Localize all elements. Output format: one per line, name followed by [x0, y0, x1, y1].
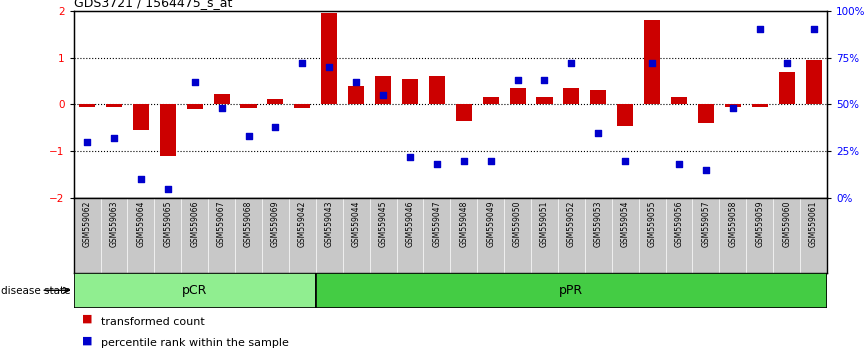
Bar: [536, 97, 553, 104]
Bar: [214, 94, 229, 104]
Point: [565, 60, 578, 66]
Point: [645, 60, 659, 66]
Text: GSM559057: GSM559057: [701, 200, 710, 247]
Point: [699, 167, 713, 173]
Text: ■: ■: [82, 335, 93, 346]
Bar: [779, 72, 795, 104]
Point: [430, 162, 443, 167]
Bar: [644, 20, 660, 104]
Point: [134, 177, 148, 182]
Bar: [187, 104, 203, 109]
Point: [591, 130, 605, 136]
Bar: [402, 79, 418, 104]
Text: GSM559052: GSM559052: [567, 200, 576, 247]
Point: [188, 79, 202, 85]
Bar: [74, 273, 316, 308]
Point: [376, 92, 390, 98]
Text: GSM559049: GSM559049: [486, 200, 495, 247]
Bar: [698, 104, 714, 123]
Point: [81, 139, 94, 145]
Text: GSM559043: GSM559043: [325, 200, 333, 247]
Bar: [294, 104, 310, 108]
Point: [672, 162, 686, 167]
Bar: [268, 99, 283, 104]
Bar: [316, 273, 827, 308]
Text: disease state: disease state: [1, 286, 70, 296]
Text: GSM559064: GSM559064: [136, 200, 145, 247]
Text: GSM559066: GSM559066: [191, 200, 199, 247]
Point: [349, 79, 363, 85]
Point: [107, 135, 121, 141]
Point: [161, 186, 175, 192]
Bar: [805, 60, 822, 104]
Point: [618, 158, 632, 164]
Point: [215, 105, 229, 111]
Text: GSM559048: GSM559048: [459, 200, 469, 247]
Point: [295, 60, 309, 66]
Point: [322, 64, 336, 70]
Bar: [79, 104, 95, 107]
Bar: [563, 88, 579, 104]
Text: GSM559069: GSM559069: [271, 200, 280, 247]
Text: GSM559051: GSM559051: [540, 200, 549, 247]
Text: GSM559060: GSM559060: [782, 200, 792, 247]
Text: GSM559047: GSM559047: [432, 200, 442, 247]
Bar: [159, 104, 176, 156]
Bar: [752, 104, 768, 107]
Bar: [375, 76, 391, 104]
Text: GSM559065: GSM559065: [164, 200, 172, 247]
Text: GSM559062: GSM559062: [82, 200, 92, 247]
Bar: [241, 104, 256, 108]
Text: GSM559046: GSM559046: [405, 200, 415, 247]
Text: GSM559063: GSM559063: [109, 200, 119, 247]
Text: GSM559050: GSM559050: [513, 200, 522, 247]
Point: [753, 27, 766, 32]
Bar: [348, 86, 365, 104]
Text: GSM559044: GSM559044: [352, 200, 360, 247]
Text: percentile rank within the sample: percentile rank within the sample: [101, 338, 289, 348]
Text: GSM559053: GSM559053: [594, 200, 603, 247]
Bar: [132, 104, 149, 130]
Bar: [617, 104, 633, 126]
Point: [511, 77, 525, 83]
Point: [457, 158, 471, 164]
Text: GDS3721 / 1564475_s_at: GDS3721 / 1564475_s_at: [74, 0, 232, 10]
Bar: [725, 104, 741, 107]
Text: GSM559068: GSM559068: [244, 200, 253, 247]
Text: GSM559058: GSM559058: [728, 200, 737, 247]
Bar: [456, 104, 472, 121]
Bar: [321, 13, 337, 104]
Text: ■: ■: [82, 314, 93, 324]
Point: [403, 154, 417, 160]
Text: GSM559056: GSM559056: [675, 200, 683, 247]
Text: pCR: pCR: [182, 284, 207, 297]
Point: [268, 124, 282, 130]
Bar: [509, 88, 526, 104]
Text: GSM559067: GSM559067: [217, 200, 226, 247]
Text: GSM559055: GSM559055: [648, 200, 656, 247]
Text: GSM559061: GSM559061: [809, 200, 818, 247]
Bar: [591, 90, 606, 104]
Point: [806, 27, 820, 32]
Text: transformed count: transformed count: [101, 317, 205, 327]
Point: [726, 105, 740, 111]
Point: [538, 77, 552, 83]
Text: GSM559059: GSM559059: [755, 200, 765, 247]
Text: GSM559045: GSM559045: [378, 200, 388, 247]
Text: pPR: pPR: [559, 284, 584, 297]
Bar: [482, 97, 499, 104]
Bar: [671, 97, 687, 104]
Text: GSM559054: GSM559054: [621, 200, 630, 247]
Point: [484, 158, 498, 164]
Text: GSM559042: GSM559042: [298, 200, 307, 247]
Bar: [106, 104, 122, 107]
Point: [779, 60, 793, 66]
Point: [242, 133, 255, 139]
Bar: [429, 76, 445, 104]
